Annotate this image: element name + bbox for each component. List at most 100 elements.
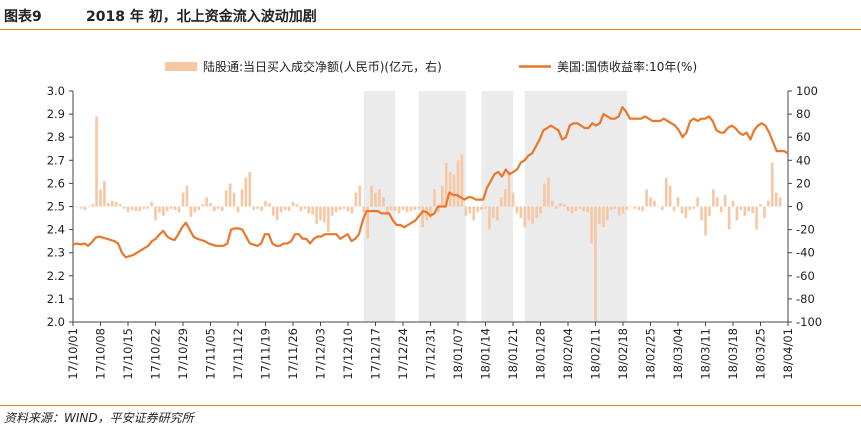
source-note: 资料来源：WIND，平安证券研究所 — [4, 411, 194, 425]
x-tick-label-26: 18/04/01 — [781, 328, 795, 380]
bar-99 — [464, 206, 468, 216]
bar-122 — [554, 206, 558, 209]
bar-149 — [660, 206, 664, 210]
bar-151 — [668, 185, 672, 207]
bar-166 — [727, 206, 731, 230]
bar-12 — [122, 206, 126, 209]
bar-108 — [499, 197, 503, 207]
bar-42 — [240, 189, 244, 207]
bar-103 — [480, 206, 483, 210]
bar-134 — [602, 206, 605, 228]
x-tick-label-25: 18/03/25 — [754, 328, 768, 380]
left-tick-label-3: 2.3 — [47, 246, 65, 260]
bar-156 — [688, 206, 692, 210]
left-tick-label-2: 2.2 — [47, 269, 65, 283]
bar-168 — [735, 206, 739, 221]
left-tick-label-8: 2.8 — [47, 130, 65, 144]
bar-140 — [625, 206, 629, 210]
bar-29 — [189, 206, 193, 217]
bar-10 — [114, 201, 118, 207]
x-tick-label-0: 17/10/01 — [66, 328, 80, 380]
left-tick-label-10: 3.0 — [47, 84, 65, 98]
bar-5 — [95, 116, 98, 207]
bar-138 — [617, 206, 621, 216]
x-tick-label-13: 17/12/31 — [424, 328, 438, 380]
bar-40 — [232, 192, 236, 207]
x-tick-label-12: 17/12/24 — [396, 328, 410, 380]
right-tick-label-4: -20 — [796, 223, 815, 237]
right-tick-label-10: 100 — [796, 84, 818, 98]
left-tick-label-5: 2.5 — [47, 200, 65, 214]
bar-109 — [503, 189, 507, 207]
bar-8 — [107, 203, 110, 207]
bar-59 — [307, 206, 311, 214]
chart-area: 2.0 2.1 2.2 2.3 2.4 2.5 2.6 2.7 2.8 2.9 3.0 -100 -80… — [47, 59, 822, 380]
axes: 2.0 2.1 2.2 2.3 2.4 2.5 2.6 2.7 2.8 2.9 3.0 -100 -80… — [47, 84, 822, 380]
bar-32 — [201, 204, 204, 207]
bar-165 — [723, 194, 727, 207]
bar-3 — [87, 206, 91, 208]
bar-150 — [664, 177, 668, 207]
bar-13 — [126, 206, 130, 213]
bar-119 — [543, 183, 546, 207]
bar-78 — [382, 197, 385, 207]
bar-60 — [311, 206, 314, 215]
x-tick-label-4: 17/10/29 — [176, 328, 190, 380]
bar-161 — [708, 206, 711, 216]
bar-84 — [405, 206, 409, 213]
x-tick-label-18: 18/02/04 — [561, 328, 575, 380]
bar-152 — [672, 206, 676, 212]
source-rule — [0, 405, 861, 406]
bar-104 — [484, 206, 487, 209]
bar-90 — [429, 206, 432, 219]
bar-62 — [319, 206, 322, 221]
bar-129 — [582, 206, 586, 212]
bar-167 — [731, 200, 735, 207]
x-tick-label-20: 18/02/18 — [616, 328, 630, 380]
bar-61 — [315, 206, 318, 224]
x-tick-label-7: 17/11/19 — [259, 328, 273, 380]
bar-128 — [578, 206, 582, 209]
bar-159 — [700, 206, 703, 221]
bar-82 — [397, 206, 401, 214]
bar-18 — [146, 206, 149, 209]
bar-176 — [767, 200, 770, 207]
bar-27 — [181, 192, 185, 207]
bar-88 — [421, 206, 424, 228]
bar-16 — [138, 206, 142, 212]
bar-37 — [220, 206, 224, 212]
bar-75 — [370, 185, 373, 207]
bar-142 — [633, 206, 637, 209]
bar-4 — [91, 204, 94, 207]
bar-112 — [515, 206, 519, 214]
bar-64 — [327, 206, 330, 232]
bar-164 — [719, 206, 723, 213]
bar-80 — [389, 206, 393, 210]
bar-92 — [437, 206, 440, 213]
bar-105 — [488, 206, 491, 230]
bar-53 — [283, 206, 287, 210]
x-tick-label-11: 17/12/17 — [369, 328, 383, 380]
bar-30 — [193, 206, 197, 213]
bar-47 — [260, 206, 263, 212]
title-bar: 图表9 2018 年 初，北上资金流入波动加剧 — [0, 0, 861, 30]
bar-48 — [264, 200, 267, 207]
bar-101 — [472, 206, 476, 221]
bar-124 — [562, 204, 566, 207]
right-tick-label-6: 20 — [796, 176, 811, 190]
bar-123 — [558, 203, 562, 207]
right-tick-label-1: -80 — [796, 292, 815, 306]
bar-175 — [763, 206, 766, 219]
bar-74 — [366, 206, 369, 239]
bar-69 — [346, 206, 350, 212]
bar-121 — [550, 200, 554, 207]
bar-51 — [275, 206, 279, 221]
x-tick-label-24: 18/03/18 — [726, 328, 740, 380]
left-tick-label-6: 2.6 — [47, 176, 65, 190]
bar-24 — [169, 206, 173, 209]
bar-26 — [177, 206, 181, 213]
bar-98 — [460, 154, 464, 207]
bar-63 — [323, 206, 326, 223]
bar-9 — [110, 200, 114, 207]
right-tick-label-5: 0 — [796, 200, 803, 214]
